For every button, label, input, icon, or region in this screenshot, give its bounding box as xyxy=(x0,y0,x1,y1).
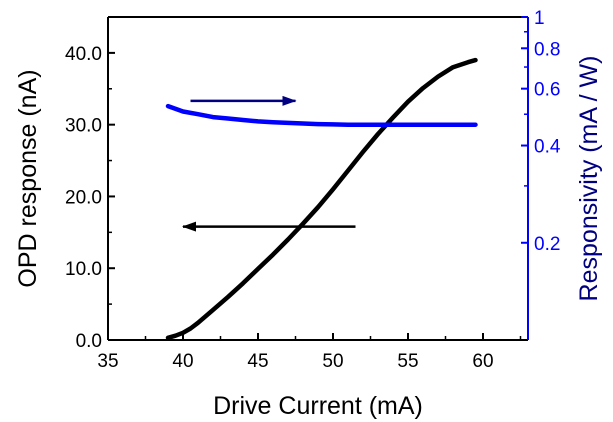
y-tick-label: 20.0 xyxy=(65,187,102,208)
y2-tick-label: 0.8 xyxy=(534,39,560,60)
tick-layer: 35 40 45 50 55 60 0.0 10.0 20.0 30.0 40.0 0.2 0.4 0.6… xyxy=(65,8,561,372)
series-layer xyxy=(165,57,478,341)
x-tick-label: 45 xyxy=(247,351,268,372)
y-tick-label: 40.0 xyxy=(65,44,102,65)
opd-response-series-line xyxy=(165,57,478,341)
x-tick-label: 50 xyxy=(322,351,343,372)
y-axis-title: OPD response (nA) xyxy=(14,69,42,287)
y2-tick-label: 0.2 xyxy=(534,234,560,255)
y2-axis-title: Responsivity (mA / W) xyxy=(575,56,603,302)
y-tick-label: 0.0 xyxy=(76,331,102,352)
y-tick-label: 10.0 xyxy=(65,259,102,280)
x-tick-label: 40 xyxy=(172,351,193,372)
y2-tick-label: 1 xyxy=(534,8,545,29)
x-tick-label: 55 xyxy=(397,351,418,372)
x-axis-title: Drive Current (mA) xyxy=(213,392,423,420)
x-tick-label: 35 xyxy=(97,351,118,372)
y2-tick-label: 0.4 xyxy=(534,137,561,158)
y-tick-label: 30.0 xyxy=(65,116,102,137)
y2-tick-label: 0.6 xyxy=(534,80,560,101)
annotation-layer xyxy=(182,95,356,232)
x-tick-label: 60 xyxy=(472,351,493,372)
responsivity-series-line xyxy=(165,103,478,127)
